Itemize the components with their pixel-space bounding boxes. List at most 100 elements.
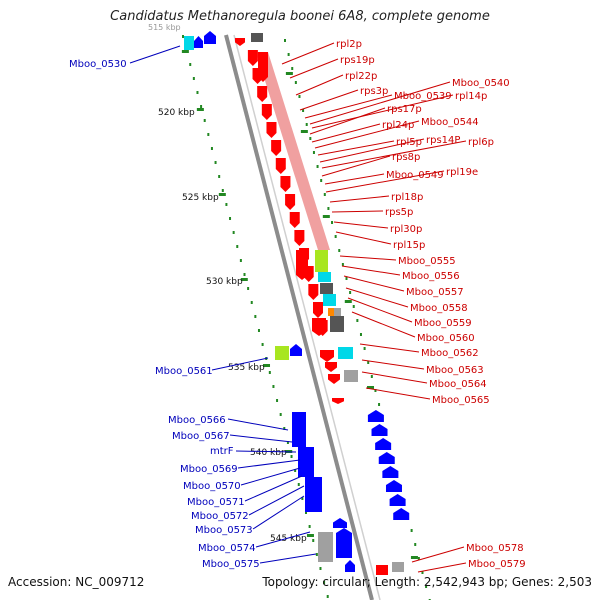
map-title: Candidatus Methanoregula boonei 6A8, com… <box>110 9 490 24</box>
major-tick-right <box>410 556 418 559</box>
major-tick-right <box>300 130 308 133</box>
gene-label-rps17p[interactable]: rps17p <box>387 104 422 115</box>
gene-red-block <box>376 565 388 575</box>
tick-dot-left <box>203 119 206 122</box>
leader-line <box>314 120 420 149</box>
gene-label-rpl18p[interactable]: rpl18p <box>391 192 423 203</box>
backbone-outer <box>224 34 374 600</box>
genome-summary-text: Topology: circular; Length: 2,542,943 bp… <box>262 575 592 589</box>
leader-line <box>248 485 305 516</box>
gene-red-arrow <box>312 318 326 336</box>
tick-dot-left <box>254 315 257 318</box>
gene-orange-block <box>328 308 334 316</box>
gene-label-mboo-0578[interactable]: Mboo_0578 <box>466 543 524 554</box>
leader-line <box>331 210 384 213</box>
leader-line <box>311 94 454 129</box>
gene-label-mboo-0566[interactable]: Mboo_0566 <box>168 415 226 426</box>
gene-label-rpl30p[interactable]: rpl30p <box>390 224 422 235</box>
gene-label-mboo-0574[interactable]: Mboo_0574 <box>198 543 256 554</box>
leader-line <box>411 546 465 563</box>
leader-line <box>341 265 401 276</box>
gene-label-rpl2p[interactable]: rpl2p <box>336 39 362 50</box>
gene-label-rps5p[interactable]: rps5p <box>385 207 413 218</box>
gene-label-mboo-0570[interactable]: Mboo_0570 <box>183 481 241 492</box>
gene-label-mboo-0549[interactable]: Mboo_0549 <box>386 170 444 181</box>
gene-label-mboo-0562[interactable]: Mboo_0562 <box>421 348 479 359</box>
gene-label-mboo-0569[interactable]: Mboo_0569 <box>180 464 238 475</box>
tick-label: 525 kbp <box>182 193 219 203</box>
tick-dot-left <box>236 245 239 248</box>
major-tick-right <box>344 300 352 303</box>
tick-dot-left <box>294 469 297 472</box>
gene-label-mboo-0573[interactable]: Mboo_0573 <box>195 525 253 536</box>
leader-line <box>211 357 269 371</box>
gene-label-mboo-0539[interactable]: Mboo_0539 <box>394 91 452 102</box>
gene-label-mboo-0564[interactable]: Mboo_0564 <box>429 379 487 390</box>
left-labels: Mboo_0530 Mboo_0561 Mboo_0566 Mboo_0567 … <box>69 59 260 570</box>
leader-line <box>345 287 409 308</box>
gene-label-mboo-0556[interactable]: Mboo_0556 <box>402 271 460 282</box>
gene-label-mboo-0567[interactable]: Mboo_0567 <box>172 431 230 442</box>
gene-label-mboo-0560[interactable]: Mboo_0560 <box>417 333 475 344</box>
gene-label-rpl19e[interactable]: rpl19e <box>446 167 478 178</box>
gene-label-mboo-0530[interactable]: Mboo_0530 <box>69 59 127 70</box>
gene-label-rps14p[interactable]: rps14P <box>426 135 460 146</box>
gene-label-rps19p[interactable]: rps19p <box>340 55 375 66</box>
gene-cyan-block <box>323 294 336 306</box>
major-tick-left <box>240 278 248 281</box>
leader-line <box>319 138 425 163</box>
gene-blue-arrow <box>333 518 347 528</box>
tick-dot-left <box>279 413 282 416</box>
gene-label-mboo-0571[interactable]: Mboo_0571 <box>187 497 245 508</box>
gene-label-rpl6p[interactable]: rpl6p <box>468 137 494 148</box>
leader-line <box>317 140 395 156</box>
tick-dot-left <box>243 273 246 276</box>
tick-dot-right <box>363 347 366 350</box>
gene-label-mboo-0557[interactable]: Mboo_0557 <box>406 287 464 298</box>
gene-blue-arrow <box>336 528 352 558</box>
gene-blue-block <box>298 447 314 477</box>
gene-red-arrow <box>312 302 323 318</box>
gene-label-mboo-0540[interactable]: Mboo_0540 <box>452 78 510 89</box>
gene-label-mboo-0555[interactable]: Mboo_0555 <box>398 256 456 267</box>
tick-dot-left <box>297 483 300 486</box>
tick-dot-left <box>286 441 289 444</box>
tick-dot-left <box>221 189 224 192</box>
gene-label-mtrf[interactable]: mtrF <box>210 446 234 457</box>
gene-label-mboo-0558[interactable]: Mboo_0558 <box>410 303 468 314</box>
gene-label-mboo-0579[interactable]: Mboo_0579 <box>468 559 526 570</box>
gene-label-mboo-0544[interactable]: Mboo_0544 <box>421 117 479 128</box>
tick-dot-left <box>214 161 217 164</box>
tick-dot-right <box>414 543 417 546</box>
tick-dot-right <box>349 291 352 294</box>
tick-dot-right <box>421 571 424 574</box>
gene-label-rps3p[interactable]: rps3p <box>360 86 388 97</box>
gene-label-mboo-0559[interactable]: Mboo_0559 <box>414 318 472 329</box>
tick-dot-left <box>261 343 264 346</box>
tick-dot-left <box>326 595 329 598</box>
gene-label-mboo-0565[interactable]: Mboo_0565 <box>432 395 490 406</box>
gene-dark-block <box>320 283 333 294</box>
leader-line <box>333 221 389 229</box>
gene-red-arrow <box>280 176 291 192</box>
leader-line <box>229 434 293 443</box>
tick-dot-left <box>200 105 203 108</box>
gene-red-arrow <box>235 38 245 46</box>
gene-label-mboo-0561[interactable]: Mboo_0561 <box>155 366 213 377</box>
gene-label-rpl24p[interactable]: rpl24p <box>382 120 414 131</box>
gene-label-rpl15p[interactable]: rpl15p <box>393 240 425 251</box>
gene-label-mboo-0572[interactable]: Mboo_0572 <box>191 511 249 522</box>
leader-line <box>361 359 425 370</box>
gene-label-rps8p[interactable]: rps8p <box>392 152 420 163</box>
tick-dot-left <box>182 35 184 38</box>
gene-red-arrow <box>285 194 296 210</box>
tick-dot-right <box>287 53 290 56</box>
tick-dot-right <box>320 179 323 182</box>
gene-label-mboo-0575[interactable]: Mboo_0575 <box>202 559 260 570</box>
gene-label-rpl22p[interactable]: rpl22p <box>345 71 377 82</box>
gene-blue-arrow <box>371 424 388 436</box>
gene-label-mboo-0563[interactable]: Mboo_0563 <box>426 365 484 376</box>
gene-gray-block <box>392 562 404 572</box>
tick-dot-left <box>272 385 275 388</box>
gene-label-rpl14p[interactable]: rpl14p <box>455 91 487 102</box>
